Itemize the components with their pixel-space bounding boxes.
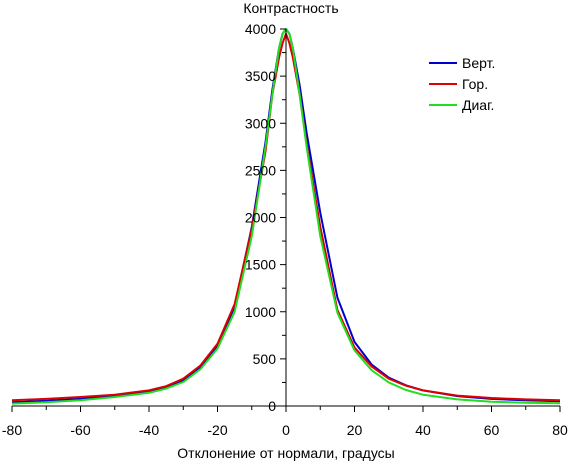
ticks-layer: -80 -60 -40 -20 0 20 40 60 80 0 500 1000 1500 2000 250… <box>2 21 568 438</box>
y-tick-label: 3000 <box>245 115 276 131</box>
x-tick-label: -60 <box>70 422 90 438</box>
y-tick-label: 1500 <box>245 257 276 273</box>
x-tick-label: 60 <box>484 422 500 438</box>
x-tick-label: -20 <box>207 422 227 438</box>
legend-label-2: Гор. <box>462 76 488 92</box>
x-tick-label: 0 <box>282 422 290 438</box>
y-tick-label: 500 <box>253 351 277 367</box>
x-tick-label: -40 <box>139 422 159 438</box>
x-tick-label: 40 <box>415 422 431 438</box>
legend-label-3: Диаг. <box>462 97 494 113</box>
y-tick-label: 3500 <box>245 68 276 84</box>
legend-label-1: Верт. <box>462 55 495 71</box>
y-tick-label: 1000 <box>245 304 276 320</box>
x-axis-title: Отклонение от нормали, градусы <box>177 445 394 461</box>
y-tick-label: 2000 <box>245 210 276 226</box>
y-axis-title: Контрастность <box>243 0 338 16</box>
y-tick-label: 4000 <box>245 21 276 37</box>
y-tick-label: 0 <box>268 398 276 414</box>
x-tick-label: 80 <box>552 422 568 438</box>
y-tick-label: 2500 <box>245 162 276 178</box>
legend: Верт. Гор. Диаг. <box>429 55 495 113</box>
x-tick-label: -80 <box>2 422 22 438</box>
x-tick-label: 20 <box>347 422 363 438</box>
